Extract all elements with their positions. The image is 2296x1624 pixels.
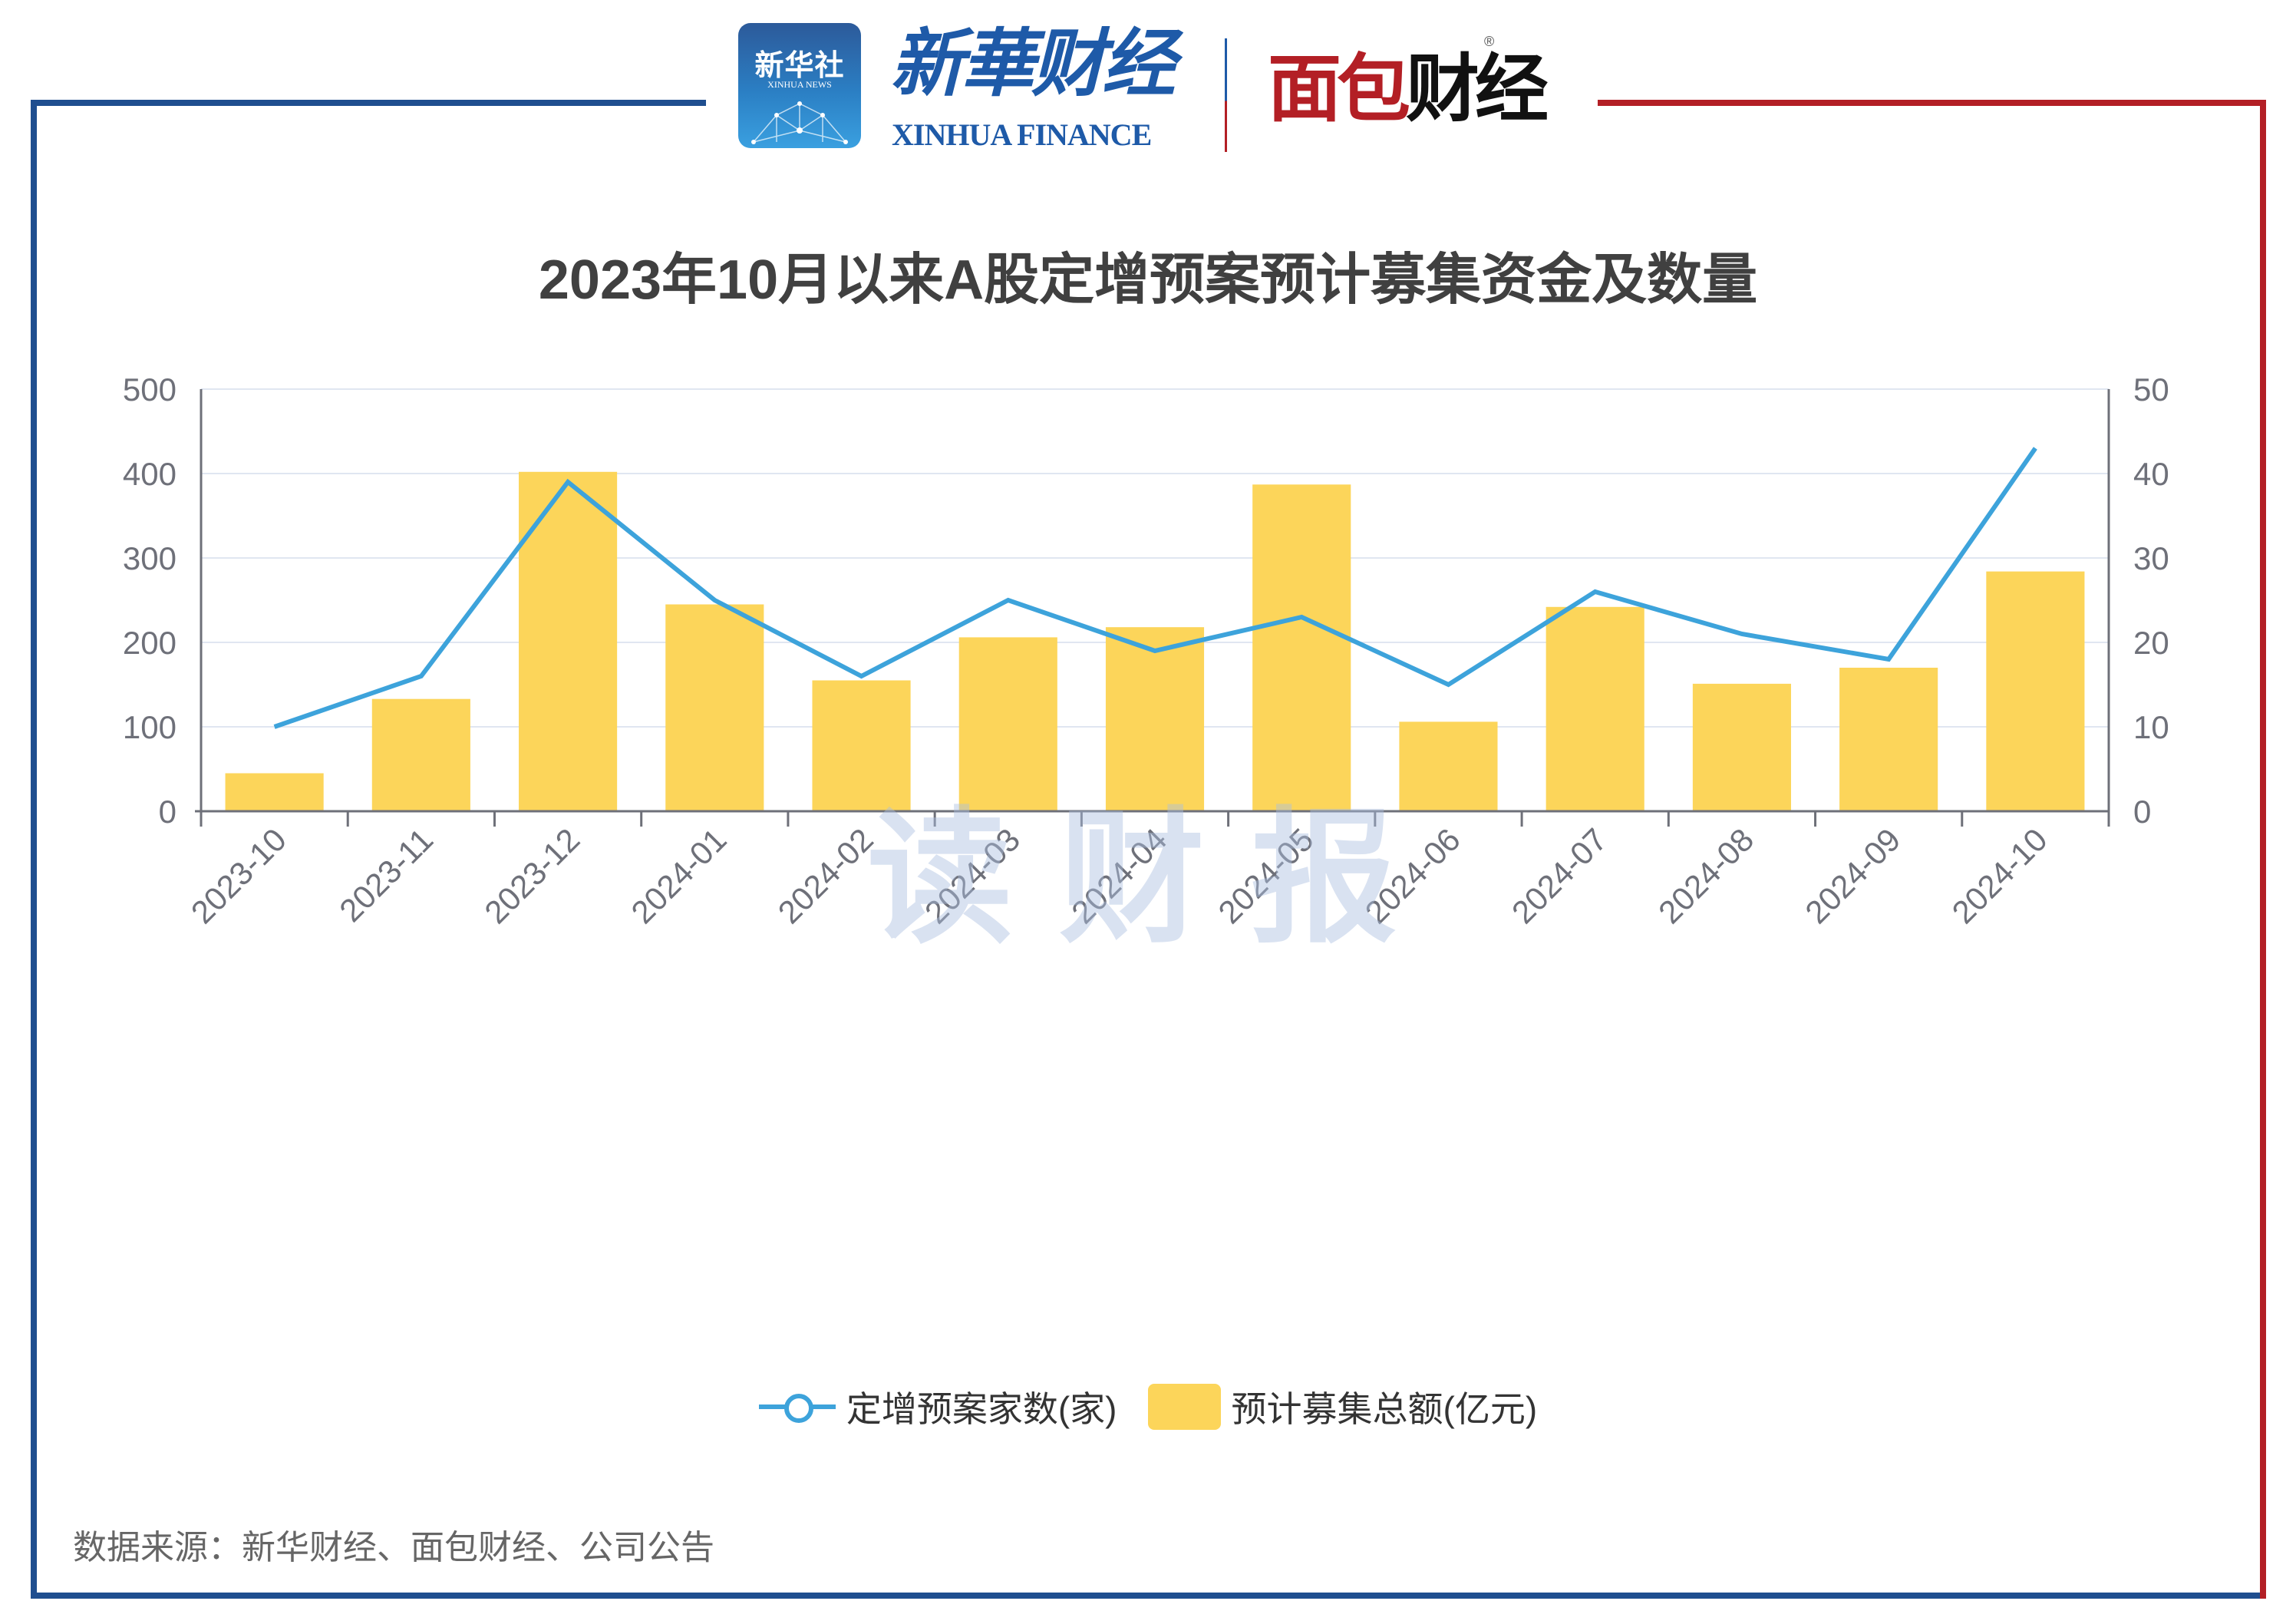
x-axis-tick-label: 2023-12 xyxy=(477,821,586,930)
xinhua-finance-logo-cn: 新華财经 xyxy=(890,20,1176,107)
left-axis-tick-label: 200 xyxy=(123,625,176,661)
bar[interactable] xyxy=(1252,484,1351,811)
xinhua-news-logo: 新华社 XINHUA NEWS xyxy=(738,23,861,148)
left-axis-tick-label: 400 xyxy=(123,456,176,492)
left-axis-tick-label: 500 xyxy=(123,371,176,408)
watermark: 读财报 xyxy=(867,797,1443,960)
logo-divider xyxy=(1225,38,1227,152)
right-axis-tick-label: 50 xyxy=(2133,371,2169,408)
xinhua-badge-en: XINHUA NEWS xyxy=(767,79,832,90)
frame-left-border xyxy=(31,100,37,1599)
right-axis-tick-label: 0 xyxy=(2133,794,2151,830)
frame-top-left-border xyxy=(31,100,706,106)
x-axis-tick-label: 2024-08 xyxy=(1651,821,1760,930)
bar[interactable] xyxy=(1399,721,1498,811)
x-axis-tick-label: 2024-10 xyxy=(1945,821,2054,930)
right-axis-tick-label: 20 xyxy=(2133,625,2169,661)
bar[interactable] xyxy=(519,471,618,811)
x-axis-tick-label: 2024-01 xyxy=(624,821,733,930)
bar[interactable] xyxy=(371,698,470,811)
mianbao-logo-black: 财经 xyxy=(1406,48,1549,130)
x-axis-tick-label: 2024-09 xyxy=(1798,821,1907,930)
bar[interactable] xyxy=(812,680,911,812)
mianbao-logo-red: 面包 xyxy=(1268,48,1410,130)
bar[interactable] xyxy=(1105,627,1205,811)
legend-item-line[interactable]: 定增预案家数(家) xyxy=(758,1381,1117,1432)
bar-swatch-icon xyxy=(1147,1384,1221,1430)
right-axis-tick-label: 10 xyxy=(2133,709,2169,745)
network-globe-icon xyxy=(751,101,848,144)
bar[interactable] xyxy=(665,604,764,812)
x-axis-tick-label: 2024-02 xyxy=(771,821,880,930)
legend-bar-label: 预计募集总额(亿元) xyxy=(1231,1389,1538,1429)
left-axis-tick-label: 0 xyxy=(159,794,176,830)
bar[interactable] xyxy=(1986,571,2085,811)
x-axis-tick-label: 2024-07 xyxy=(1505,821,1614,930)
xinhua-badge-cn: 新华社 xyxy=(754,50,845,82)
bar[interactable] xyxy=(1692,683,1791,811)
x-axis-tick-label: 2023-11 xyxy=(332,821,440,929)
line-circle-marker-icon xyxy=(758,1388,836,1426)
left-axis-tick-label: 100 xyxy=(123,709,176,745)
chart-legend: 定增预案家数(家) 预计募集总额(亿元) xyxy=(0,1381,2296,1432)
chart-title: 2023年10月以来A股定增预案预计募集资金及数量 xyxy=(538,249,1758,311)
right-axis-tick-label: 30 xyxy=(2133,540,2169,576)
frame-right-border xyxy=(2260,100,2266,1599)
xinhua-finance-logo-en: XINHUA FINANCE xyxy=(892,117,1152,152)
frame-bottom-border xyxy=(31,1593,2266,1599)
bar[interactable] xyxy=(1546,606,1644,811)
registered-mark: ® xyxy=(1484,34,1495,49)
right-axis-tick-label: 40 xyxy=(2133,456,2169,492)
legend-line-label: 定增预案家数(家) xyxy=(846,1389,1117,1429)
data-source-note: 数据来源：新华财经、面包财经、公司公告 xyxy=(73,1529,714,1566)
left-axis-tick-label: 300 xyxy=(123,540,176,576)
x-axis-tick-label: 2023-10 xyxy=(184,821,293,930)
bar[interactable] xyxy=(225,773,324,812)
line-series[interactable] xyxy=(273,447,2037,729)
bar[interactable] xyxy=(958,637,1057,811)
legend-item-bar[interactable]: 预计募集总额(亿元) xyxy=(1147,1381,1538,1432)
bar[interactable] xyxy=(1839,668,1938,811)
frame-top-right-border xyxy=(1598,100,2266,106)
mianbao-finance-logo: 面包财经 xyxy=(1268,48,1549,132)
